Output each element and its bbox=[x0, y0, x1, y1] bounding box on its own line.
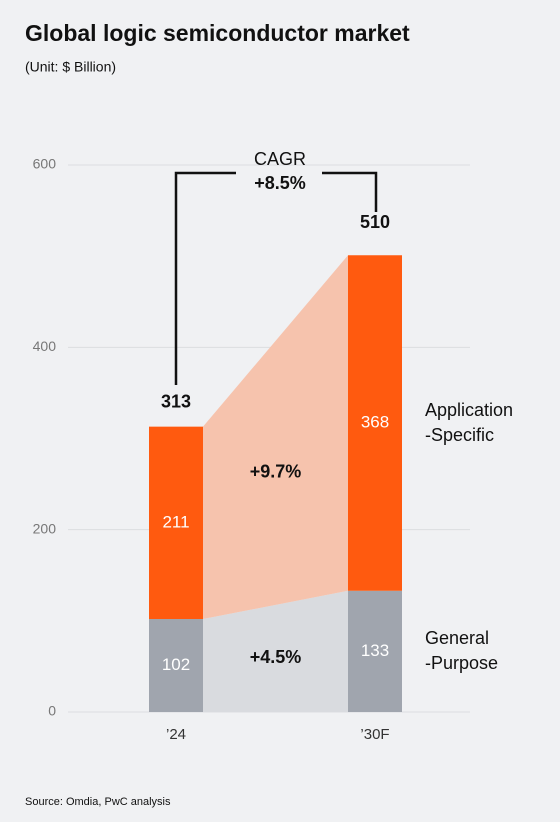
y-tick-label: 0 bbox=[48, 703, 56, 719]
segment-label: 211 bbox=[162, 512, 189, 531]
total-label: 510 bbox=[360, 212, 390, 232]
cagr-bracket bbox=[174, 171, 378, 385]
y-tick-label: 400 bbox=[33, 338, 57, 354]
segment-label: 133 bbox=[361, 641, 389, 660]
growth-label: +4.5% bbox=[250, 647, 302, 667]
x-tick-label: ’30F bbox=[360, 726, 389, 743]
source-note: Source: Omdia, PwC analysis bbox=[25, 796, 171, 808]
y-tick-label: 200 bbox=[33, 520, 57, 536]
bar-segment bbox=[149, 619, 203, 712]
chart-title: Global logic semiconductor market bbox=[25, 20, 410, 46]
growth-label: +9.7% bbox=[250, 462, 302, 482]
cagr-value: +8.5% bbox=[254, 173, 306, 193]
x-tick-label: ’24 bbox=[166, 726, 186, 743]
bar-segment bbox=[348, 590, 402, 712]
legend-label: General -Purpose bbox=[425, 628, 499, 674]
growth-area bbox=[203, 590, 348, 712]
legend-label: Application -Specific bbox=[425, 400, 514, 445]
bar-segment bbox=[348, 255, 402, 591]
cagr-label: CAGR bbox=[254, 149, 306, 169]
growth-area bbox=[203, 255, 348, 620]
marks: ’24 ’30F +4.5% 102 133 +9.7% 211 368 313 510 bbox=[149, 212, 402, 743]
bar-segment bbox=[149, 426, 203, 620]
chart-subtitle: (Unit: $ Billion) bbox=[25, 59, 116, 75]
segment-label: 368 bbox=[361, 412, 389, 431]
total-label: 313 bbox=[161, 391, 191, 411]
segment-label: 102 bbox=[162, 655, 190, 674]
y-tick-label: 600 bbox=[33, 156, 57, 172]
